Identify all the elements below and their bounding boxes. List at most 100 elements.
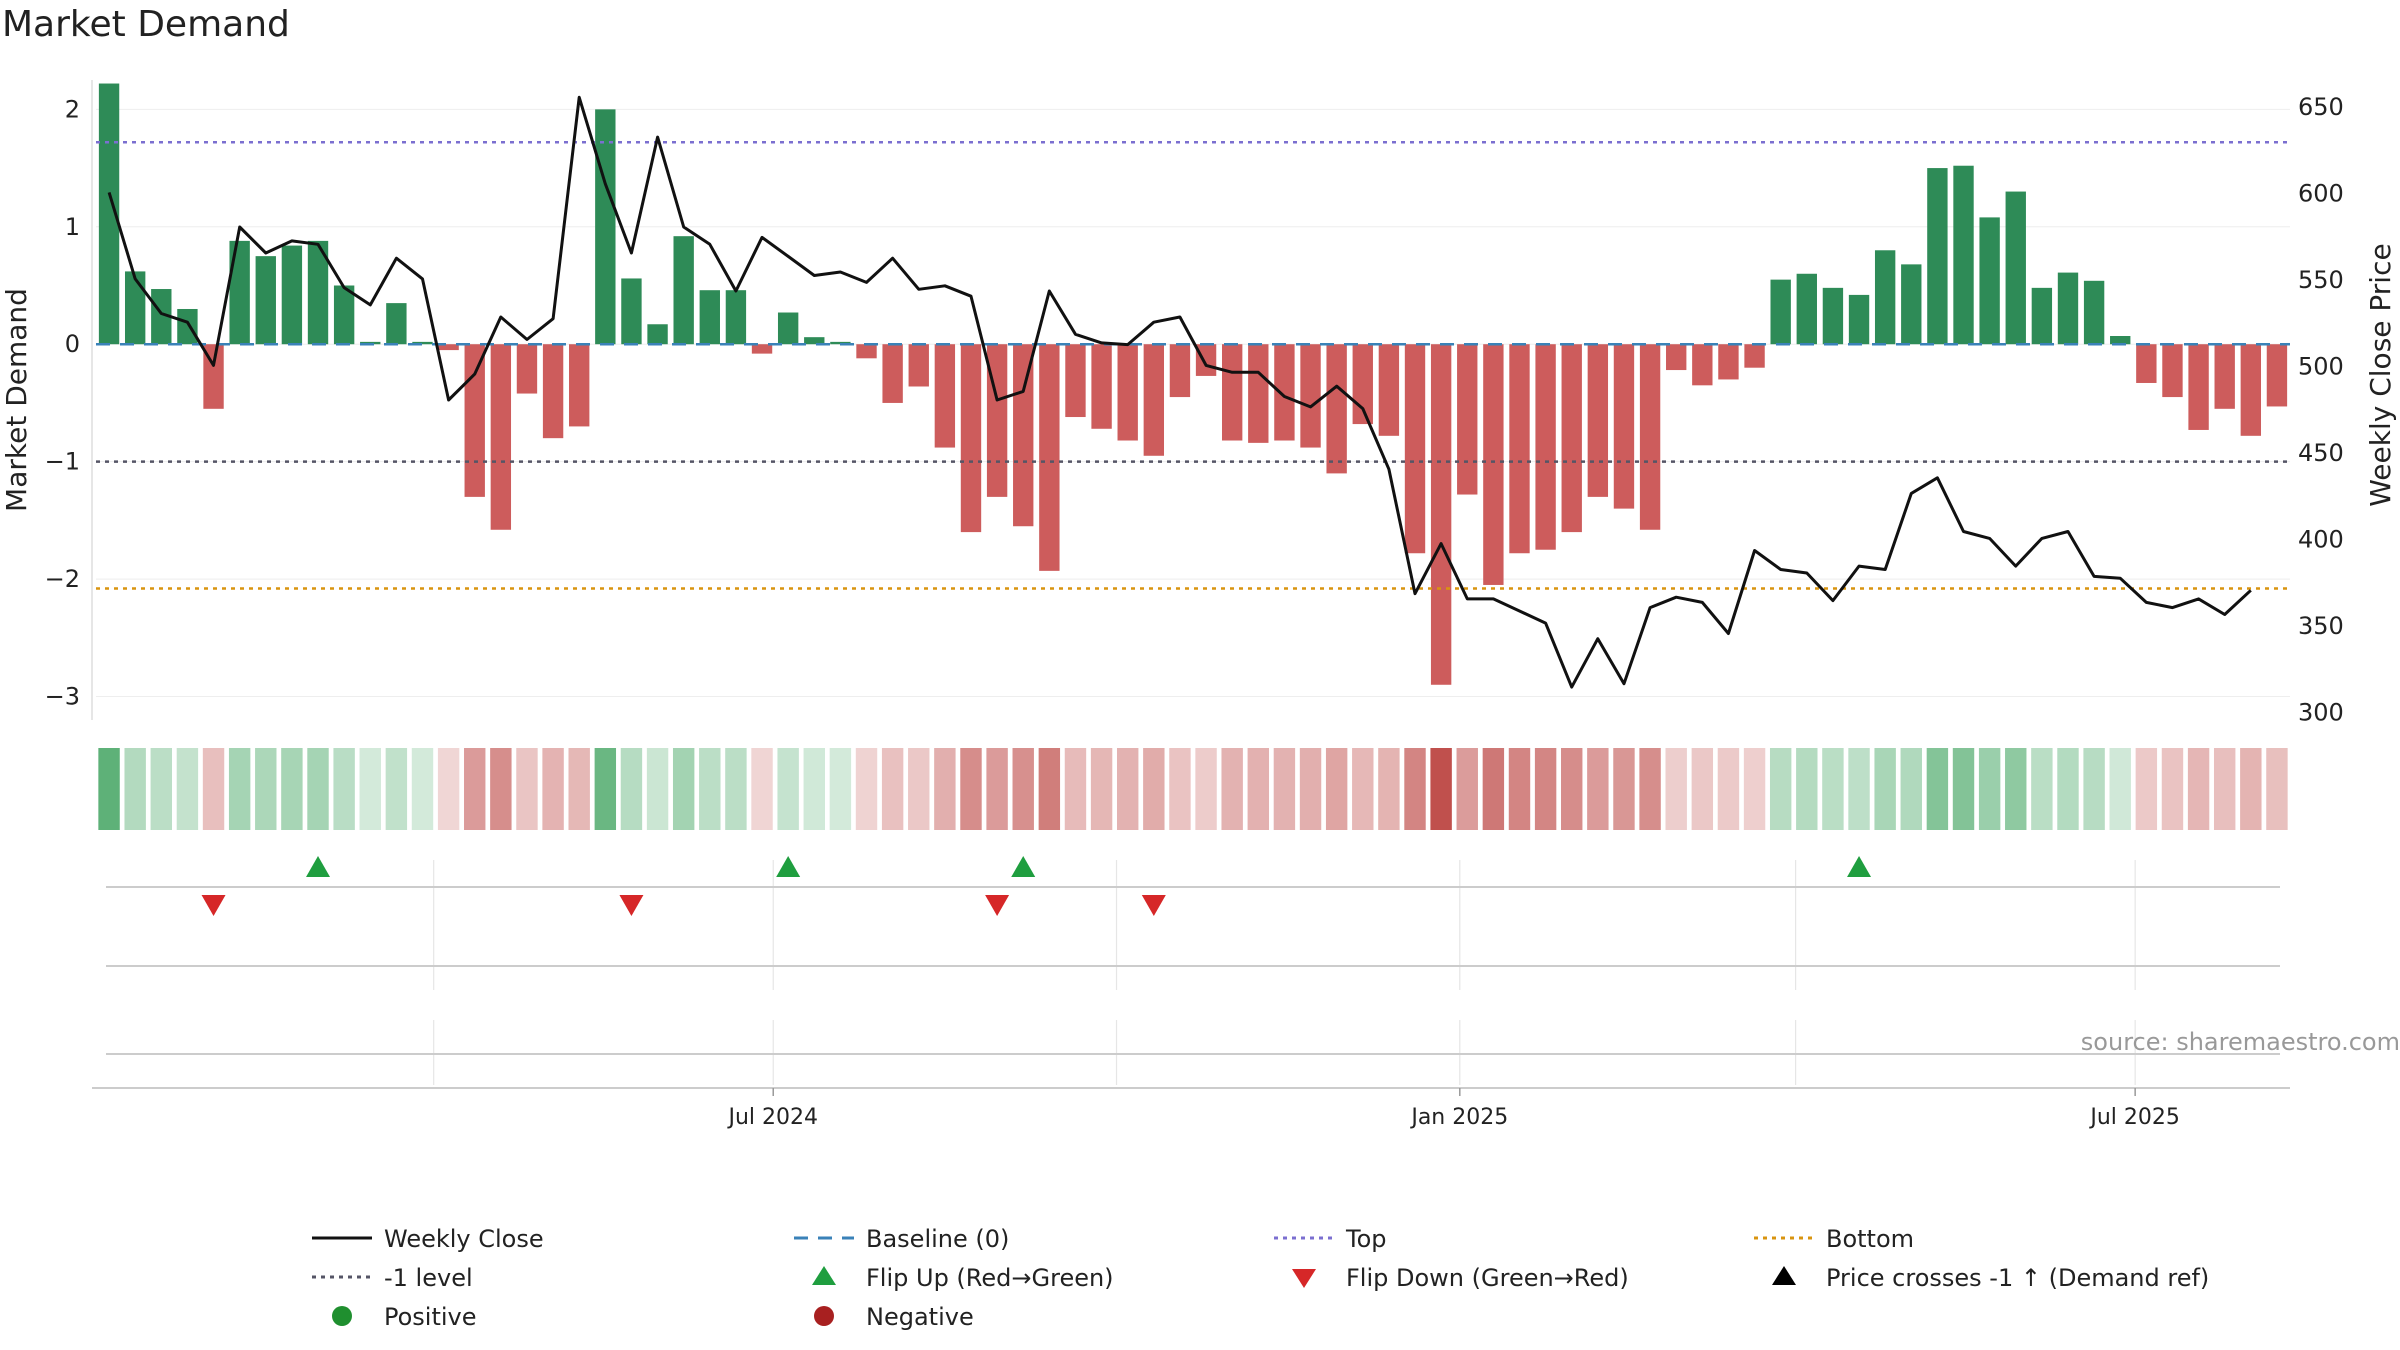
flip-down-marker bbox=[1141, 895, 1166, 916]
demand-bar bbox=[151, 289, 172, 345]
legend-label: Weekly Close bbox=[384, 1225, 544, 1253]
legend-item: Baseline (0) bbox=[794, 1225, 1009, 1253]
heat-cell bbox=[228, 748, 251, 830]
y-left-tick-label: −2 bbox=[45, 565, 80, 593]
x-tick-label: Jul 2024 bbox=[726, 1105, 818, 1130]
demand-bar bbox=[908, 344, 929, 387]
demand-bar bbox=[255, 256, 276, 345]
demand-bar bbox=[1117, 344, 1138, 441]
flip-up-marker bbox=[776, 856, 801, 877]
y-right-tick-label: 650 bbox=[2298, 93, 2344, 121]
heat-cell bbox=[672, 748, 695, 830]
demand-bar bbox=[647, 324, 668, 345]
heat-cell bbox=[725, 748, 747, 830]
demand-bar bbox=[1848, 294, 1870, 345]
demand-bar bbox=[1326, 344, 1347, 474]
demand-bar bbox=[438, 344, 459, 351]
demand-bar bbox=[203, 344, 224, 409]
demand-bar bbox=[1169, 344, 1191, 398]
heat-cell bbox=[1769, 748, 1792, 830]
demand-bar bbox=[934, 344, 956, 448]
demand-bar bbox=[1770, 279, 1791, 345]
demand-bar bbox=[699, 290, 720, 345]
demand-bar bbox=[490, 344, 512, 530]
heat-cell bbox=[1090, 748, 1113, 830]
heat-cell bbox=[568, 748, 590, 830]
demand-bar bbox=[2005, 191, 2026, 345]
legend-label: Baseline (0) bbox=[866, 1225, 1009, 1253]
demand-bar bbox=[673, 236, 694, 345]
demand-bar bbox=[1039, 344, 1060, 571]
legend-label: Bottom bbox=[1826, 1225, 1914, 1253]
heat-cell bbox=[1143, 748, 1165, 830]
heat-cell bbox=[2187, 748, 2210, 830]
demand-bar bbox=[1822, 287, 1844, 345]
heat-cell bbox=[1978, 748, 2001, 830]
heat-cell bbox=[1691, 748, 1714, 830]
heat-cell bbox=[490, 748, 512, 830]
heat-cell bbox=[1456, 748, 1478, 830]
demand-bar bbox=[1509, 344, 1530, 554]
legend-item: Weekly Close bbox=[312, 1225, 544, 1253]
demand-bar bbox=[751, 344, 773, 354]
heat-cell bbox=[1064, 748, 1087, 830]
heat-cell bbox=[803, 748, 825, 830]
demand-bar bbox=[804, 337, 825, 345]
heat-cell bbox=[855, 748, 878, 830]
heat-cell bbox=[1796, 748, 1818, 830]
flip-up-marker bbox=[1011, 856, 1036, 877]
demand-bar bbox=[1874, 250, 1896, 345]
demand-bar bbox=[1561, 344, 1582, 533]
demand-bar bbox=[621, 278, 642, 345]
demand-bar bbox=[1404, 344, 1426, 554]
heat-cell bbox=[1247, 748, 1270, 830]
heat-cell bbox=[1508, 748, 1531, 830]
demand-bar bbox=[2083, 280, 2105, 345]
demand-bar bbox=[1744, 344, 1765, 368]
demand-bar bbox=[777, 312, 799, 345]
demand-bar bbox=[595, 109, 616, 345]
heat-cell bbox=[646, 748, 669, 830]
flip-down-marker bbox=[201, 895, 226, 916]
y-right-tick-label: 450 bbox=[2298, 439, 2344, 467]
demand-bar bbox=[177, 308, 198, 345]
heat-cell bbox=[1482, 748, 1505, 830]
heat-cell bbox=[281, 748, 303, 830]
demand-bar bbox=[124, 271, 146, 345]
heat-cell bbox=[2161, 748, 2184, 830]
y-right-axis-label: Weekly Close Price bbox=[2364, 243, 2397, 506]
demand-bar bbox=[1587, 344, 1609, 497]
demand-bar bbox=[229, 240, 250, 345]
y-right-tick-label: 300 bbox=[2298, 698, 2344, 726]
legend-label: Flip Down (Green→Red) bbox=[1346, 1264, 1629, 1292]
heat-cell bbox=[1221, 748, 1243, 830]
heat-cell bbox=[1848, 748, 1870, 830]
heat-cell bbox=[150, 748, 173, 830]
demand-bar bbox=[1378, 344, 1400, 436]
demand-bar bbox=[307, 240, 329, 345]
heat-cell bbox=[1561, 748, 1583, 830]
heat-cell bbox=[2135, 748, 2158, 830]
y-right-tick-label: 400 bbox=[2298, 525, 2344, 553]
demand-bar bbox=[569, 344, 590, 427]
flip-up-marker bbox=[306, 856, 331, 877]
demand-bar bbox=[1248, 344, 1269, 443]
heat-cell bbox=[307, 748, 329, 830]
demand-bar bbox=[2188, 344, 2209, 430]
legend-item: -1 level bbox=[312, 1264, 473, 1292]
heat-cell bbox=[1613, 748, 1635, 830]
demand-bar bbox=[1483, 344, 1504, 585]
demand-bar bbox=[856, 344, 877, 359]
demand-bar bbox=[1927, 168, 1948, 345]
demand-bar bbox=[1195, 344, 1217, 376]
legend-swatch-triangle-up bbox=[1772, 1266, 1796, 1285]
demand-bar bbox=[1143, 344, 1165, 456]
chart-title: Market Demand bbox=[2, 4, 290, 45]
y-left-tick-label: 1 bbox=[65, 213, 80, 241]
heat-cell bbox=[881, 748, 904, 830]
heat-cell bbox=[1717, 748, 1740, 830]
heat-cell bbox=[2083, 748, 2105, 830]
heat-cell bbox=[699, 748, 721, 830]
x-tick-label: Jan 2025 bbox=[1409, 1105, 1508, 1130]
